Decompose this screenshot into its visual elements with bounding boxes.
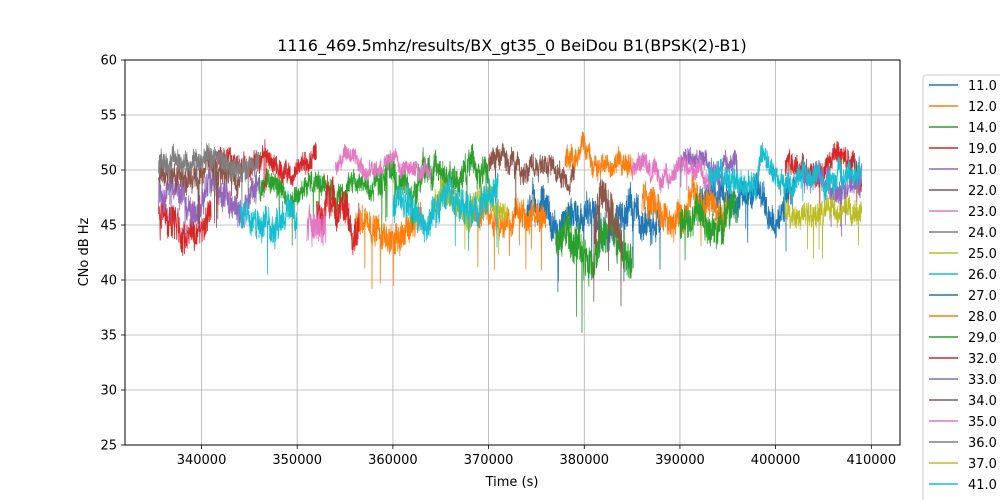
- legend-entry: 25.0: [968, 247, 997, 262]
- series-line: [708, 142, 863, 205]
- x-tick-label: 340000: [177, 453, 227, 468]
- series-line: [373, 143, 489, 234]
- legend-entry: 24.0: [968, 226, 997, 241]
- series-line: [335, 143, 432, 182]
- series-line: [258, 167, 375, 246]
- y-axis-label: CNo dB Hz: [77, 217, 92, 286]
- x-axis-label: Time (s): [485, 475, 539, 490]
- legend-entry: 14.0: [968, 121, 997, 136]
- y-tick-label: 50: [100, 164, 117, 179]
- legend-entry: 28.0: [968, 310, 997, 325]
- y-tick-label: 35: [100, 329, 117, 344]
- x-tick-label: 360000: [368, 453, 418, 468]
- series-line: [210, 139, 317, 197]
- legend-entry: 22.0: [968, 184, 997, 199]
- grid-lines: [125, 59, 900, 446]
- legend-entry: 23.0: [968, 205, 997, 220]
- legend: 11.0 12.0 14.0 19.0 21.0 22.0 23.0 24.0 25.0 26.0…: [922, 74, 1000, 500]
- legend-entry: 37.0: [968, 457, 997, 472]
- legend-entry: 19.0: [968, 142, 997, 157]
- legend-entry: 12.0: [968, 100, 997, 115]
- legend-entry: 32.0: [968, 352, 997, 367]
- x-tick-label: 350000: [272, 453, 322, 468]
- series-line: [679, 191, 738, 261]
- legend-entry: 26.0: [968, 268, 997, 283]
- x-tick-label: 400000: [751, 453, 801, 468]
- legend-entry: 27.0: [968, 289, 997, 304]
- series-line: [158, 143, 260, 217]
- x-tick-label: 380000: [559, 453, 609, 468]
- axis-ticks: 340000 350000 360000 370000 380000 390000 4000…: [100, 54, 896, 469]
- legend-frame: [922, 74, 1000, 500]
- legend-entry: 41.0: [968, 478, 997, 493]
- series-line: [564, 131, 633, 182]
- series-line: [526, 177, 662, 293]
- legend-entry: 34.0: [968, 394, 997, 409]
- y-tick-label: 60: [100, 54, 117, 69]
- series-line: [784, 193, 863, 260]
- legend-entry: 21.0: [968, 163, 997, 178]
- series-line: [392, 172, 499, 251]
- plot-frame: [124, 59, 901, 446]
- legend-entry: 11.0: [968, 79, 997, 94]
- series-line: [631, 151, 719, 194]
- y-tick-label: 55: [100, 109, 117, 124]
- series-line: [306, 204, 327, 248]
- legend-entry: 36.0: [968, 436, 997, 451]
- series-line: [354, 201, 422, 290]
- chart-title: 1116_469.5mhz/results/BX_gt35_0 BeiDou B…: [277, 36, 747, 56]
- series-line: [239, 190, 298, 275]
- y-tick-label: 30: [100, 384, 117, 399]
- series-line: [593, 178, 623, 307]
- y-tick-label: 25: [100, 439, 117, 454]
- x-tick-label: 370000: [464, 453, 514, 468]
- series-line: [679, 146, 738, 204]
- legend-entry: 29.0: [968, 331, 997, 346]
- series-lines: [158, 131, 863, 333]
- y-tick-label: 40: [100, 274, 117, 289]
- legend-entry: 35.0: [968, 415, 997, 430]
- y-tick-label: 45: [100, 219, 117, 234]
- legend-entry: 33.0: [968, 373, 997, 388]
- series-line: [488, 143, 575, 216]
- x-tick-label: 390000: [655, 453, 705, 468]
- x-tick-label: 410000: [846, 453, 896, 468]
